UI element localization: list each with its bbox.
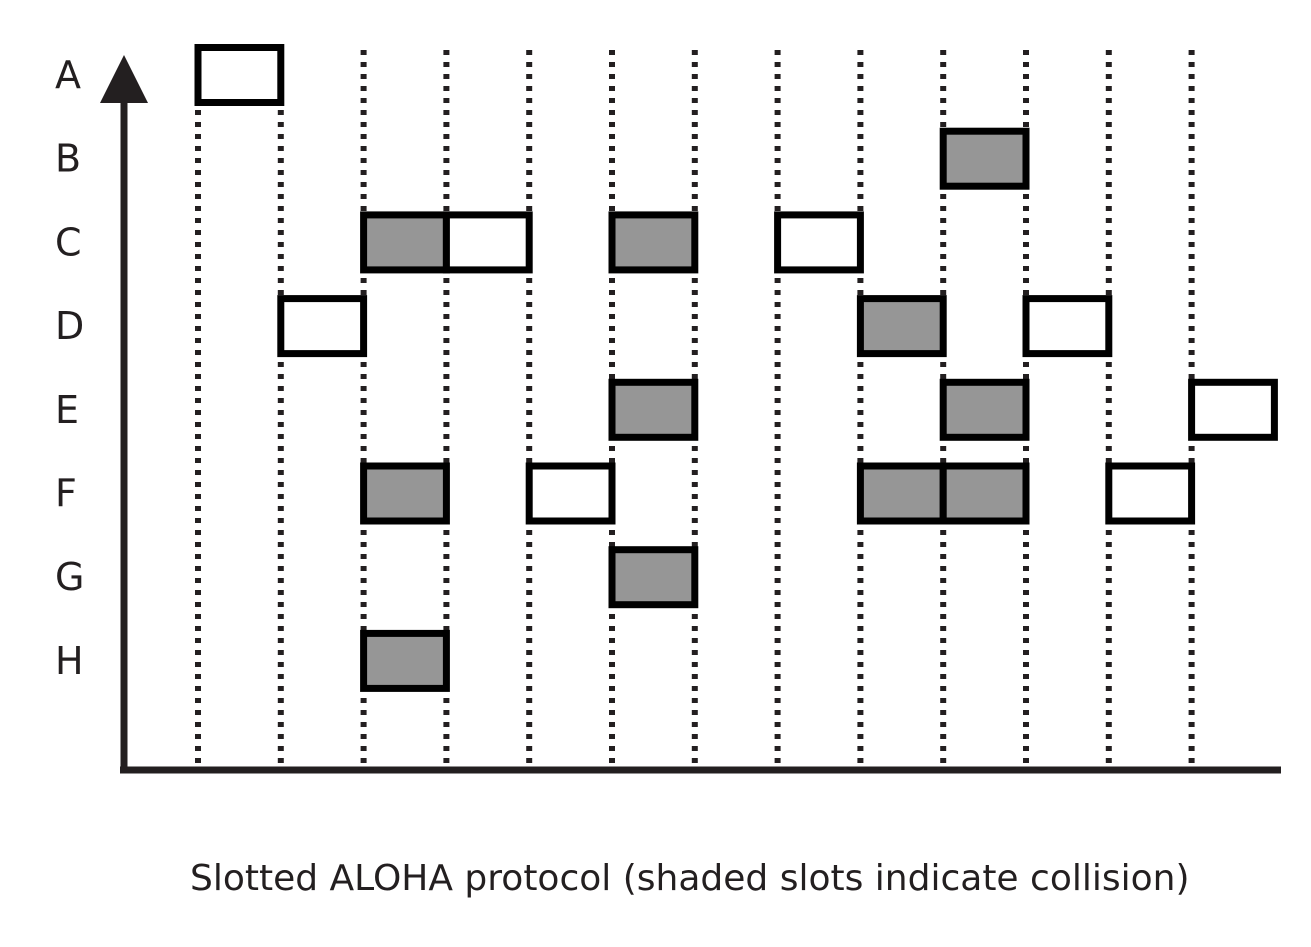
collided-slot-box <box>939 127 1030 190</box>
station-label-d: D <box>55 304 84 348</box>
station-label-c: C <box>55 220 82 264</box>
successful-slot-box <box>194 44 285 106</box>
collided-slot-box <box>608 211 699 274</box>
station-axis-arrowhead <box>100 55 148 103</box>
successful-slot-box <box>1022 295 1113 358</box>
successful-slot-box <box>277 295 368 358</box>
station-label-h: H <box>55 639 84 683</box>
collided-slot-box <box>939 462 1030 525</box>
collided-slot-box <box>856 295 947 358</box>
station-label-a: A <box>55 53 81 97</box>
station-label-b: B <box>55 137 81 181</box>
collided-slot-box <box>939 378 1030 441</box>
collided-slot-box <box>608 378 699 441</box>
successful-slot-box <box>1188 378 1278 441</box>
transmissions <box>194 44 1278 692</box>
successful-slot-box <box>442 211 533 274</box>
station-label-e: E <box>55 388 79 432</box>
successful-slot-box <box>1105 462 1196 525</box>
station-label-f: F <box>55 472 77 516</box>
successful-slot-box <box>525 462 616 525</box>
collided-slot-box <box>360 462 450 525</box>
collided-slot-box <box>608 546 699 609</box>
successful-slot-box <box>774 211 864 274</box>
collided-slot-box <box>360 629 450 692</box>
station-label-g: G <box>55 555 84 599</box>
collided-slot-box <box>360 211 450 274</box>
collided-slot-box <box>856 462 947 525</box>
diagram-caption: Slotted ALOHA protocol (shaded slots ind… <box>190 858 1190 899</box>
